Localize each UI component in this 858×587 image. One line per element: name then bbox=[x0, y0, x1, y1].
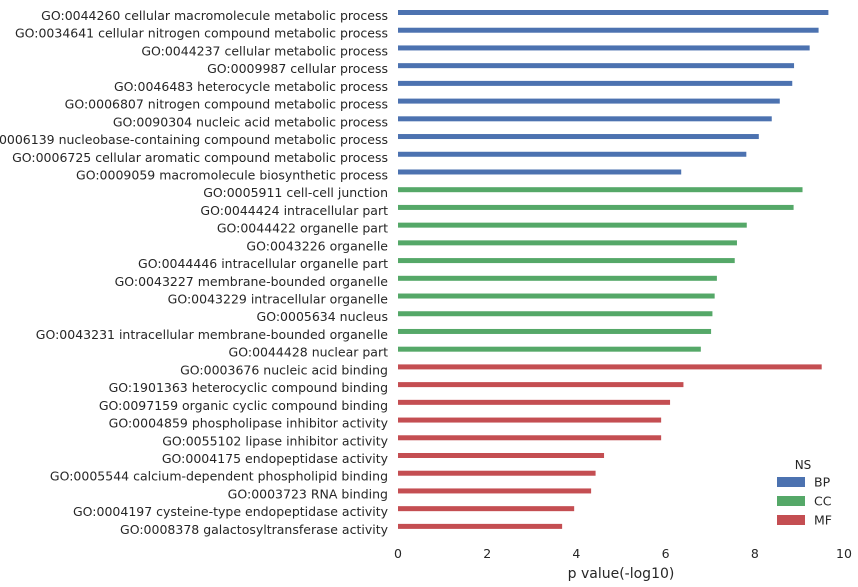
category-label: GO:0043229 intracellular organelle bbox=[168, 292, 389, 307]
category-label: GO:0004175 endopeptidase activity bbox=[162, 451, 389, 466]
bar-mf-5 bbox=[398, 453, 605, 458]
bar-cc-4 bbox=[398, 258, 735, 264]
bar-cc-1 bbox=[398, 204, 794, 210]
category-label: GO:0090304 nucleic acid metabolic proces… bbox=[113, 114, 388, 129]
bar-cc-3 bbox=[398, 240, 737, 246]
bar-cc-6 bbox=[398, 293, 715, 299]
category-label: GO:0044446 intracellular organelle part bbox=[138, 256, 388, 271]
legend: NS BP CC MF bbox=[777, 458, 832, 528]
bar-mf-4 bbox=[398, 435, 662, 441]
category-label: GO:0043227 membrane-bounded organelle bbox=[115, 274, 389, 289]
bar-cc-9 bbox=[398, 346, 701, 352]
legend-label-bp: BP bbox=[814, 475, 831, 490]
category-label: GO:0044422 organelle part bbox=[217, 221, 388, 236]
category-label: GO:1901363 heterocyclic compound binding bbox=[109, 380, 388, 395]
bar-mf-3 bbox=[398, 417, 662, 423]
bar-mf-2 bbox=[398, 399, 671, 405]
category-label: GO:0044237 cellular metabolic process bbox=[141, 43, 388, 58]
category-label: GO:0004859 phospholipase inhibitor activ… bbox=[109, 416, 389, 431]
category-label: GO:0008378 galactosyltransferase activit… bbox=[120, 522, 389, 537]
category-label: GO:0004197 cysteine-type endopeptidase a… bbox=[73, 504, 389, 519]
x-tick-label: 0 bbox=[394, 546, 402, 561]
bar-cc-2 bbox=[398, 222, 747, 228]
x-tick-label: 4 bbox=[572, 546, 580, 561]
category-label: GO:0034641 cellular nitrogen compound me… bbox=[15, 26, 388, 41]
bar-bp-3 bbox=[398, 63, 795, 69]
category-label: GO:0043226 organelle bbox=[246, 238, 388, 253]
bar-mf-7 bbox=[398, 488, 592, 494]
category-label: GO:0005544 calcium-dependent phospholipi… bbox=[50, 469, 388, 484]
category-label: GO:0097159 organic cyclic compound bindi… bbox=[99, 398, 388, 413]
legend-title: NS bbox=[795, 458, 812, 472]
bar-mf-9 bbox=[398, 523, 563, 529]
x-tick-label: 6 bbox=[662, 546, 670, 561]
legend-swatch-cc bbox=[777, 496, 805, 506]
bar-bp-8 bbox=[398, 151, 747, 157]
category-label: GO:0006725 cellular aromatic compound me… bbox=[12, 150, 388, 165]
x-tick-label: 10 bbox=[836, 546, 852, 561]
bar-mf-0 bbox=[398, 364, 822, 370]
category-label: GO:0055102 lipase inhibitor activity bbox=[162, 433, 388, 448]
category-label: GO:0044260 cellular macromolecule metabo… bbox=[41, 8, 388, 23]
bar-bp-0 bbox=[398, 10, 829, 15]
category-labels: GO:0044260 cellular macromolecule metabo… bbox=[0, 8, 389, 537]
bar-cc-8 bbox=[398, 328, 712, 334]
bar-mf-8 bbox=[398, 506, 575, 512]
category-label: GO:0003723 RNA binding bbox=[228, 486, 388, 501]
legend-swatch-bp bbox=[777, 477, 805, 487]
bar-cc-7 bbox=[398, 311, 713, 317]
x-axis-title: p value(-log10) bbox=[568, 566, 675, 582]
bar-cc-5 bbox=[398, 275, 717, 281]
category-label: GO:0046483 heterocycle metabolic process bbox=[114, 79, 388, 94]
bar-cc-0 bbox=[398, 187, 803, 193]
bar-bp-7 bbox=[398, 134, 759, 140]
bars-group bbox=[398, 10, 829, 529]
category-label: GO:0003676 nucleic acid binding bbox=[180, 362, 388, 377]
legend-label-mf: MF bbox=[814, 513, 832, 528]
bar-bp-4 bbox=[398, 80, 793, 86]
bar-mf-6 bbox=[398, 470, 596, 476]
category-label: GO:0006139 nucleobase-containing compoun… bbox=[0, 132, 388, 147]
bar-mf-1 bbox=[398, 382, 684, 388]
bar-bp-5 bbox=[398, 98, 780, 104]
bar-bp-2 bbox=[398, 45, 810, 51]
bar-bp-6 bbox=[398, 116, 772, 122]
x-tick-label: 8 bbox=[751, 546, 759, 561]
category-label: GO:0044424 intracellular part bbox=[200, 203, 388, 218]
category-label: GO:0006807 nitrogen compound metabolic p… bbox=[65, 97, 388, 112]
x-tick-label: 2 bbox=[483, 546, 491, 561]
category-label: GO:0043231 intracellular membrane-bounde… bbox=[36, 327, 389, 342]
legend-label-cc: CC bbox=[814, 494, 832, 509]
bar-bp-1 bbox=[398, 27, 819, 33]
category-label: GO:0009059 macromolecule biosynthetic pr… bbox=[76, 167, 388, 182]
category-label: GO:0044428 nuclear part bbox=[229, 345, 389, 360]
bar-bp-9 bbox=[398, 169, 682, 175]
category-label: GO:0005634 nucleus bbox=[257, 309, 388, 324]
legend-swatch-mf bbox=[777, 515, 805, 525]
category-label: GO:0009987 cellular process bbox=[207, 61, 388, 76]
category-label: GO:0005911 cell-cell junction bbox=[203, 185, 388, 200]
x-axis-ticks: 0 2 4 6 8 10 bbox=[394, 546, 852, 561]
